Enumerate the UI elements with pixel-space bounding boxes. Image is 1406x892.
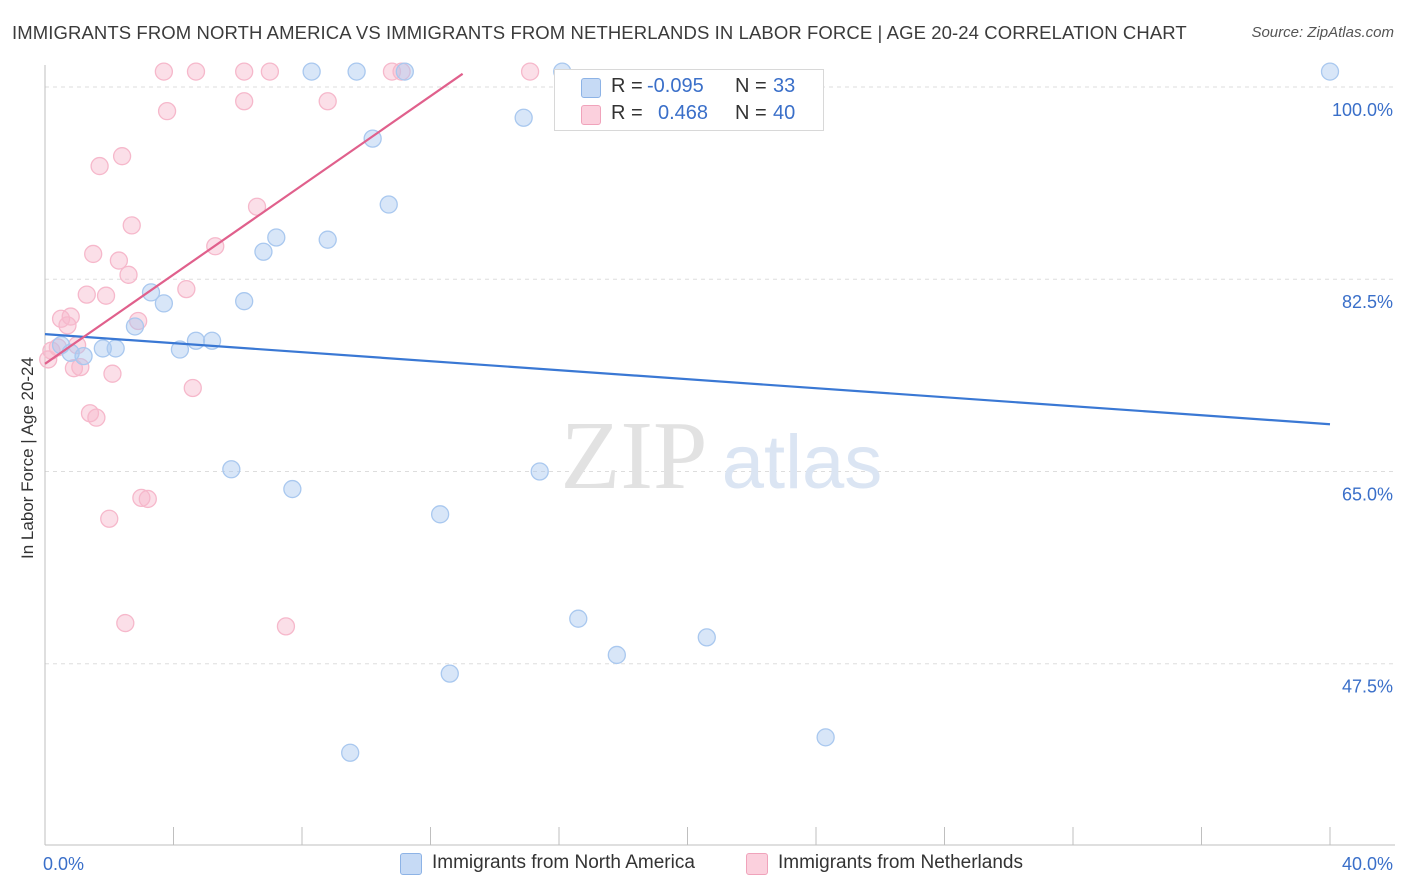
- netherlands-point: [112, 147, 132, 166]
- y-tick-label: 47.5%: [1342, 677, 1393, 697]
- y-tick-label: 100.0%: [1332, 100, 1393, 120]
- netherlands-point: [64, 359, 84, 378]
- north-america-point: [607, 645, 626, 665]
- north-america-point: [395, 62, 414, 81]
- source-label: Source: ZipAtlas.com: [1251, 24, 1394, 41]
- north-america-point: [1320, 62, 1340, 81]
- legend-r-label: R =: [611, 102, 643, 124]
- north-america-point: [318, 230, 337, 249]
- netherlands-point: [103, 364, 122, 383]
- netherlands-point: [247, 197, 267, 216]
- netherlands-point: [87, 408, 106, 427]
- netherlands-trend-line: [44, 72, 464, 365]
- legend-n-value: 33: [773, 75, 796, 97]
- legend-r-value: -0.095: [647, 75, 704, 97]
- north-america-point: [235, 292, 254, 311]
- legend-swatch-north-america: [581, 78, 601, 98]
- y-tick-label: 65.0%: [1342, 484, 1393, 504]
- north-america-point: [106, 339, 125, 358]
- north-america-point: [816, 728, 835, 747]
- x-tick-label: 0.0%: [43, 854, 84, 874]
- netherlands-point: [183, 378, 202, 398]
- legend-r-value: 0.468: [658, 102, 709, 124]
- north-america-point: [569, 609, 588, 628]
- legend-n-label: N =: [735, 102, 767, 124]
- netherlands-point: [260, 62, 280, 81]
- netherlands-point: [84, 244, 103, 264]
- netherlands-point: [157, 101, 177, 121]
- netherlands-point: [61, 307, 80, 326]
- netherlands-point: [132, 488, 151, 507]
- netherlands-point: [71, 357, 90, 377]
- netherlands-point: [116, 613, 135, 633]
- bottom-legend-swatch-netherlands: [746, 853, 768, 875]
- netherlands-point: [520, 62, 540, 81]
- netherlands-point: [77, 285, 96, 304]
- north-america-point: [222, 460, 241, 479]
- y-tick-label: 82.5%: [1342, 292, 1393, 312]
- north-america-point: [302, 62, 321, 81]
- bottom-legend-label: Immigrants from Netherlands: [778, 852, 1023, 873]
- netherlands-point: [138, 489, 157, 509]
- netherlands-point: [154, 62, 174, 81]
- north-america-point: [283, 479, 302, 499]
- chart-title: IMMIGRANTS FROM NORTH AMERICA VS IMMIGRA…: [12, 22, 1187, 43]
- watermark-atlas: atlas: [722, 420, 883, 505]
- netherlands-point: [235, 62, 254, 81]
- north-america-point: [697, 628, 716, 647]
- netherlands-point: [96, 286, 116, 305]
- correlation-legend: R = -0.095 N = 33 R = 0.468 N = 40: [554, 69, 824, 131]
- north-america-point: [514, 108, 533, 127]
- north-america-point: [254, 242, 273, 261]
- north-america-point: [267, 228, 286, 247]
- netherlands-point: [129, 311, 148, 331]
- north-america-point: [154, 294, 174, 313]
- north-america-point: [379, 195, 398, 214]
- netherlands-point: [235, 92, 254, 111]
- grid-lines: [45, 86, 1395, 665]
- data-points: [39, 62, 1340, 762]
- netherlands-point: [119, 265, 138, 284]
- legend-n-label: N =: [735, 75, 767, 97]
- north-america-point: [440, 664, 459, 683]
- legend-n-value: 40: [773, 102, 796, 124]
- bottom-legend-swatch-north-america: [400, 853, 422, 875]
- netherlands-point: [186, 62, 206, 81]
- north-america-point: [125, 317, 145, 336]
- netherlands-point: [318, 92, 337, 111]
- netherlands-point: [109, 251, 129, 270]
- trend-lines: [44, 72, 1331, 426]
- watermark-zip: ZIP: [561, 402, 708, 510]
- netherlands-point: [90, 156, 109, 176]
- north-america-point: [186, 331, 206, 350]
- north-america-point: [74, 346, 93, 366]
- y-axis-title: In Labor Force | Age 20-24: [18, 357, 37, 559]
- netherlands-point: [122, 216, 141, 235]
- bottom-legend-label: Immigrants from North America: [432, 852, 695, 873]
- netherlands-point: [177, 279, 196, 299]
- tick-labels: 100.0% 82.5% 65.0% 47.5% 0.0% 40.0%: [43, 100, 1393, 874]
- netherlands-point: [276, 617, 296, 636]
- north-america-point: [341, 743, 360, 762]
- north-america-trend-line: [44, 333, 1331, 426]
- north-america-point: [530, 462, 549, 481]
- north-america-point: [430, 505, 450, 524]
- north-america-point: [170, 340, 190, 359]
- netherlands-point: [382, 62, 402, 81]
- legend-swatch-netherlands: [581, 105, 601, 125]
- legend-r-label: R =: [611, 75, 643, 97]
- watermark: ZIP atlas: [561, 402, 883, 510]
- north-america-point: [93, 339, 112, 358]
- axes: [44, 65, 1395, 846]
- x-tick-label: 40.0%: [1342, 854, 1393, 874]
- north-america-point: [347, 62, 366, 81]
- netherlands-point: [100, 509, 119, 528]
